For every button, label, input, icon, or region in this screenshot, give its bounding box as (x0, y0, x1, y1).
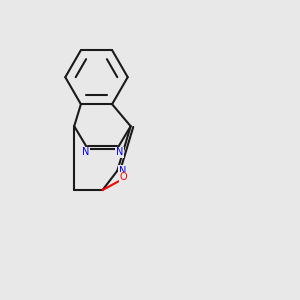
Text: N: N (116, 147, 123, 158)
Text: N: N (82, 147, 89, 158)
Text: O: O (119, 172, 127, 182)
Text: N: N (119, 166, 126, 176)
